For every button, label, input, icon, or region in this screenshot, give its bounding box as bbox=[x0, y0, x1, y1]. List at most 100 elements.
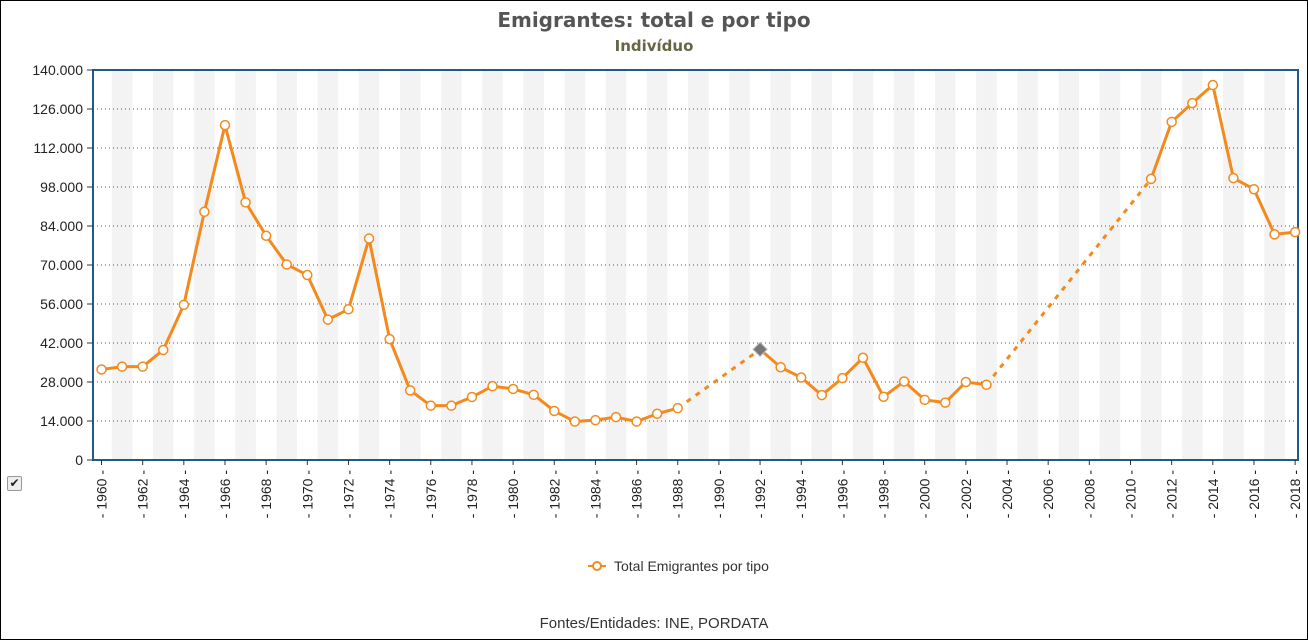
data-point bbox=[137, 361, 148, 372]
x-tick-label: - 1994 - bbox=[793, 470, 809, 519]
stripe bbox=[152, 70, 174, 460]
data-point bbox=[1166, 116, 1177, 128]
data-point bbox=[878, 391, 889, 403]
x-tick-label: - 1986 - bbox=[629, 470, 645, 519]
y-tick-label: 112.000 bbox=[33, 140, 83, 156]
y-tick-label: 28.000 bbox=[40, 374, 83, 390]
data-point bbox=[1269, 229, 1280, 240]
y-axis: 0 14.000 28.000 42.000 56.000 70.000 84.000 98.… bbox=[32, 62, 93, 468]
stripe bbox=[729, 70, 750, 460]
data-point bbox=[1207, 79, 1219, 91]
data-point bbox=[960, 376, 972, 388]
data-point bbox=[795, 372, 807, 383]
data-point bbox=[404, 385, 416, 396]
x-tick-label: - 2006 - bbox=[1040, 470, 1056, 519]
data-point bbox=[837, 372, 848, 384]
data-point bbox=[549, 405, 560, 417]
x-tick-label: - 2002 - bbox=[958, 470, 974, 519]
legend: Total Emigrantes por tipo bbox=[588, 558, 769, 574]
x-tick-label: - 1992 - bbox=[752, 470, 768, 519]
x-tick-label: - 1960 - bbox=[94, 470, 110, 519]
series-segment bbox=[1211, 83, 1235, 180]
chart-subtitle: Indivíduo bbox=[614, 37, 694, 55]
series-segment bbox=[161, 303, 186, 352]
stripe bbox=[1181, 70, 1203, 460]
x-tick-label: - 1976 - bbox=[423, 470, 439, 519]
stripe bbox=[111, 70, 133, 460]
data-point bbox=[116, 361, 128, 372]
stripe bbox=[194, 70, 215, 460]
legend-entry[interactable]: Total Emigrantes por tipo bbox=[614, 558, 769, 574]
x-tick-label: - 1966 - bbox=[217, 470, 233, 519]
data-point bbox=[1145, 173, 1157, 185]
y-tick-label: 126.000 bbox=[32, 101, 83, 117]
stripe bbox=[1264, 70, 1285, 460]
data-point bbox=[898, 376, 910, 387]
y-tick-label: 42.000 bbox=[40, 335, 83, 351]
series-segment bbox=[346, 237, 371, 311]
data-point bbox=[1248, 183, 1260, 195]
series-segment bbox=[223, 123, 248, 204]
gridlines bbox=[93, 108, 1298, 422]
stripe bbox=[893, 70, 915, 460]
data-point bbox=[569, 416, 581, 427]
x-tick-label: - 2000 - bbox=[917, 470, 933, 519]
stripe bbox=[852, 70, 874, 460]
x-tick-label: - 1968 - bbox=[258, 470, 274, 519]
series-segment bbox=[1252, 187, 1277, 236]
stripe bbox=[1140, 70, 1162, 460]
x-tick-label: - 2010 - bbox=[1123, 470, 1139, 519]
x-tick-label: - 1984 - bbox=[587, 470, 603, 519]
x-tick-label: - 1980 - bbox=[505, 470, 521, 519]
y-tick-label: 98.000 bbox=[40, 179, 83, 195]
x-tick-label: - 1970 - bbox=[299, 470, 315, 519]
x-tick-label: - 2008 - bbox=[1081, 470, 1097, 519]
data-point bbox=[507, 383, 519, 395]
data-point bbox=[528, 389, 539, 401]
data-point bbox=[919, 394, 930, 406]
y-tick-label: 140.000 bbox=[32, 62, 83, 78]
data-point bbox=[590, 414, 601, 426]
data-point bbox=[199, 206, 210, 218]
series-segment bbox=[305, 273, 330, 322]
x-tick-label: - 1978 - bbox=[464, 470, 480, 519]
data-point bbox=[281, 259, 292, 270]
data-point bbox=[651, 408, 663, 420]
data-point bbox=[446, 400, 457, 411]
chart-title: Emigrantes: total e por tipo bbox=[497, 8, 811, 32]
data-point bbox=[940, 397, 951, 408]
y-tick-label: 70.000 bbox=[40, 257, 83, 273]
legend-marker-swatch bbox=[592, 561, 602, 571]
y-tick-label: 56.000 bbox=[40, 296, 83, 312]
y-tick-label: 14.000 bbox=[40, 413, 83, 429]
x-tick-label: - 1998 - bbox=[876, 470, 892, 519]
data-point bbox=[1289, 226, 1301, 238]
data-point bbox=[857, 352, 869, 364]
series-segment bbox=[1149, 120, 1174, 181]
data-point bbox=[631, 416, 642, 427]
stripe bbox=[976, 70, 997, 460]
series-segment bbox=[244, 200, 268, 238]
data-point bbox=[487, 380, 498, 392]
stripe bbox=[482, 70, 503, 460]
series-points bbox=[96, 79, 1301, 427]
stripe bbox=[1017, 70, 1038, 460]
stripe bbox=[399, 70, 421, 460]
x-tick-label: - 2018 - bbox=[1287, 470, 1303, 519]
data-point bbox=[1228, 172, 1239, 184]
data-point bbox=[302, 269, 313, 281]
stripe bbox=[688, 70, 709, 460]
x-tick-label: - 1962 - bbox=[135, 470, 151, 519]
stripe bbox=[1058, 70, 1080, 460]
y-tick-label: 0 bbox=[75, 452, 83, 468]
data-point bbox=[384, 333, 395, 345]
series-toggle-checkbox[interactable]: ✔ bbox=[7, 476, 22, 491]
data-point bbox=[610, 411, 622, 423]
stripe bbox=[564, 70, 586, 460]
data-point bbox=[466, 391, 478, 403]
data-point bbox=[775, 361, 786, 373]
source-attribution: Fontes/Entidades: INE, PORDATA bbox=[539, 615, 769, 632]
series-segment bbox=[182, 210, 206, 307]
x-tick-label: - 1972 - bbox=[340, 470, 356, 519]
x-tick-label: - 1996 - bbox=[834, 470, 850, 519]
